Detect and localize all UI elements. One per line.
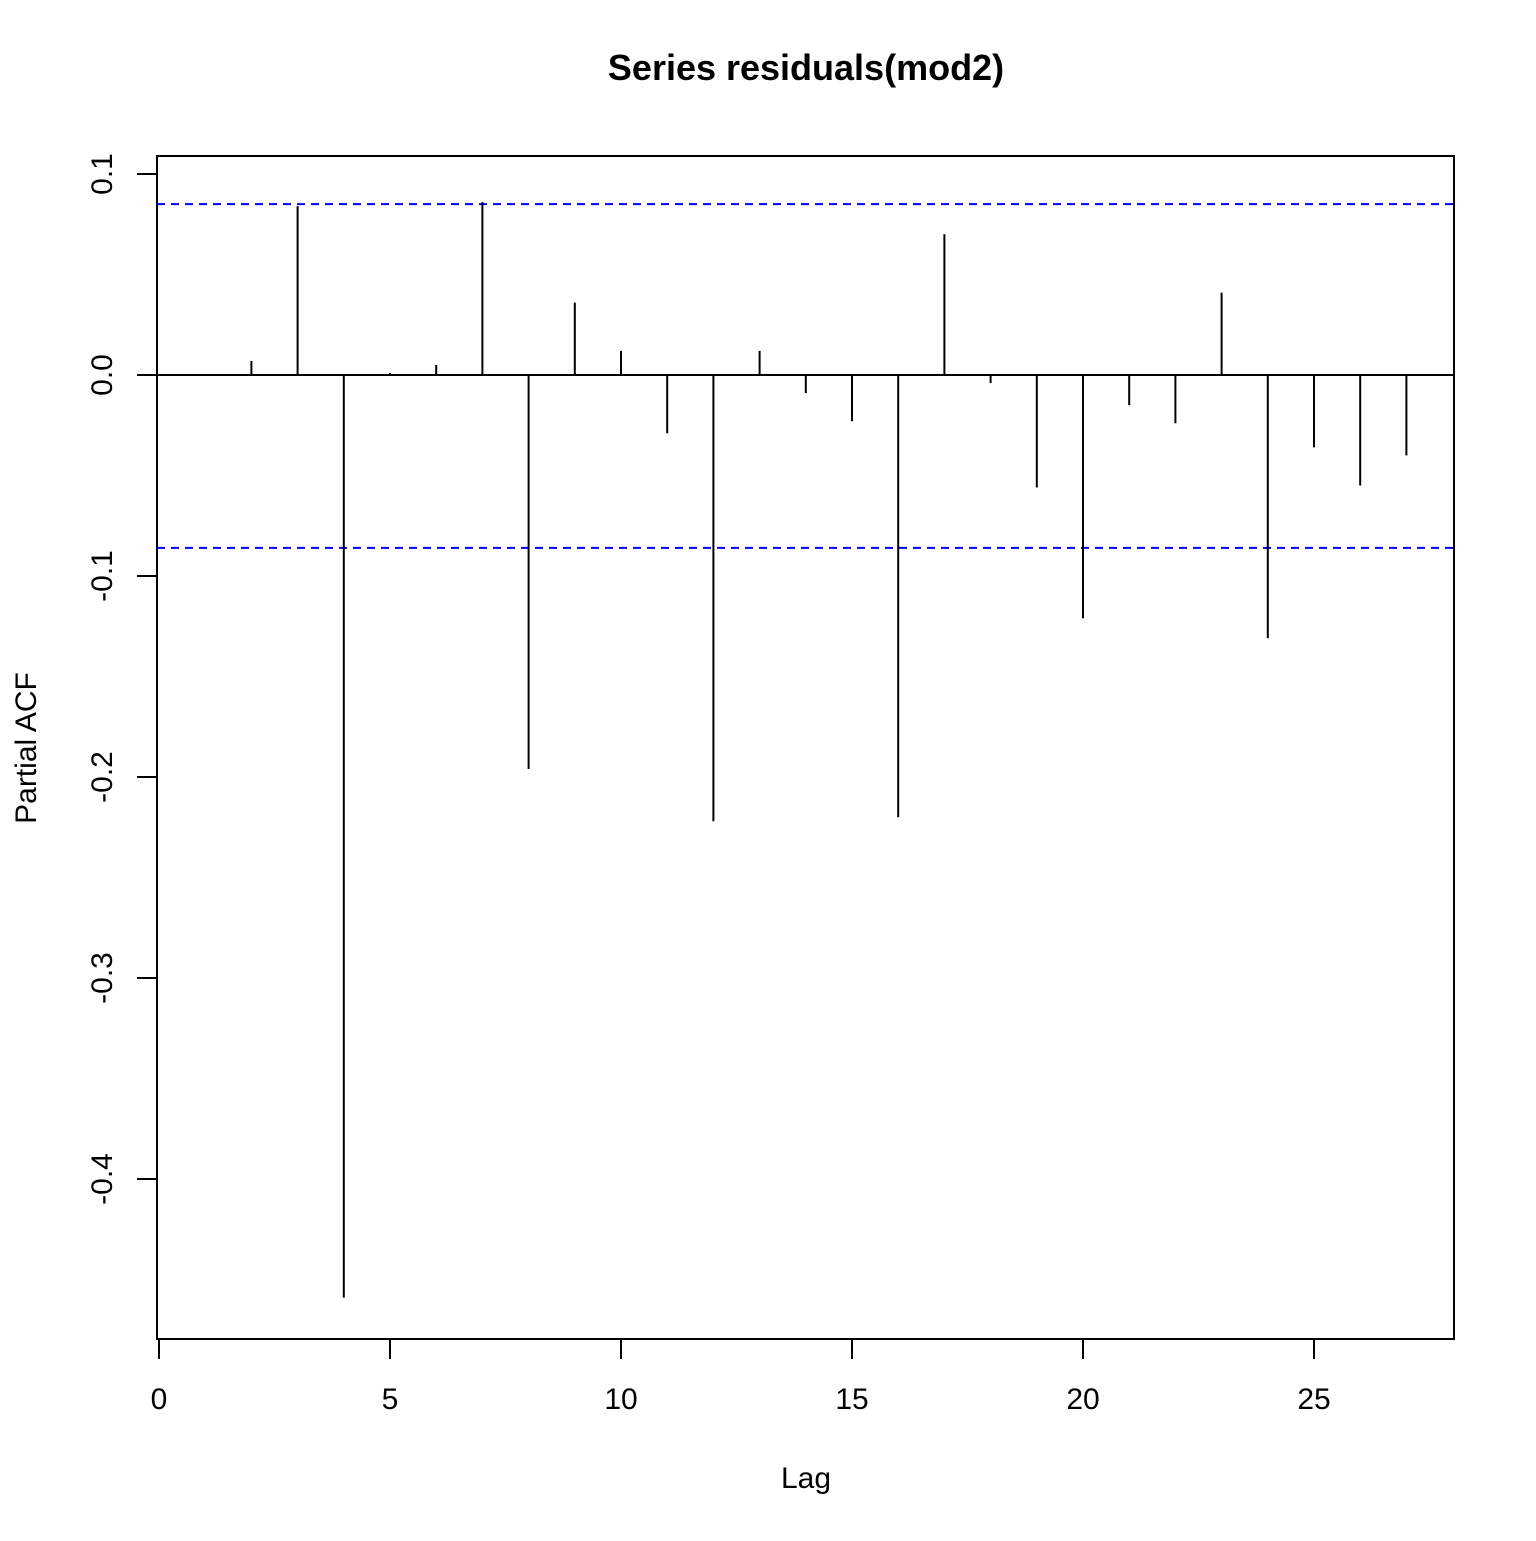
y-tick-label: 0.0 xyxy=(86,354,119,396)
y-tick-label: -0.1 xyxy=(86,550,119,602)
chart-title: Series residuals(mod2) xyxy=(608,47,1004,88)
x-tick-label: 5 xyxy=(382,1383,399,1416)
y-axis: -0.4 -0.3 -0.2 -0.1 0.0 0.1 xyxy=(86,153,158,1205)
x-tick-label: 25 xyxy=(1297,1383,1330,1416)
x-tick-label: 0 xyxy=(151,1383,168,1416)
x-axis-label: Lag xyxy=(781,1462,831,1495)
confidence-lines xyxy=(157,203,1454,549)
y-axis-label: Partial ACF xyxy=(10,672,43,824)
plot-frame xyxy=(156,155,1455,1340)
x-axis: 0 5 10 15 20 25 xyxy=(151,1338,1331,1416)
x-tick-label: 10 xyxy=(604,1383,637,1416)
x-tick-label: 20 xyxy=(1066,1383,1099,1416)
y-tick-label: -0.3 xyxy=(86,952,119,1004)
y-tick-label: -0.2 xyxy=(86,751,119,803)
y-tick-label: -0.4 xyxy=(86,1153,119,1205)
pacf-bars xyxy=(250,202,1408,1298)
y-tick-label: 0.1 xyxy=(86,153,119,195)
x-tick-label: 15 xyxy=(835,1383,868,1416)
